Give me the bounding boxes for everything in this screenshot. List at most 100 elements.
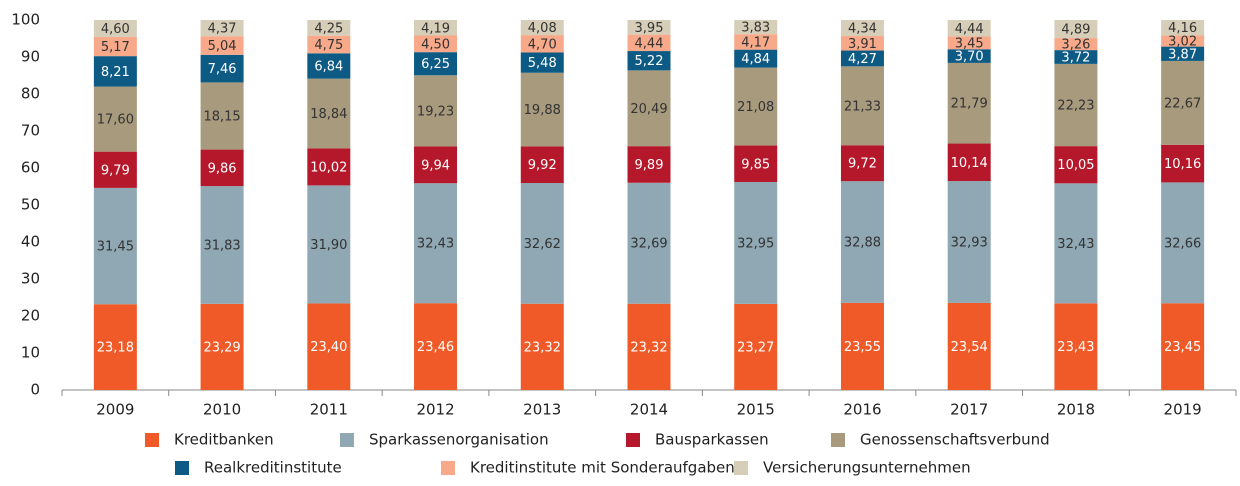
value-label: 5,17 <box>101 40 130 55</box>
value-label: 10,16 <box>1164 157 1201 172</box>
bar-segment <box>200 149 244 187</box>
bar-segment <box>1054 303 1098 390</box>
bar-segment <box>1054 146 1098 184</box>
value-label: 23,55 <box>844 340 881 355</box>
value-label: 7,46 <box>208 62 237 77</box>
value-label: 8,21 <box>101 65 130 80</box>
bar-segment <box>734 67 778 146</box>
value-label: 32,69 <box>630 237 667 252</box>
value-label: 3,95 <box>635 21 664 36</box>
value-label: 3,72 <box>1061 51 1090 66</box>
bar-segment <box>93 20 137 38</box>
bar-segment <box>93 86 137 152</box>
value-label: 4,08 <box>528 21 557 36</box>
value-label: 22,67 <box>1164 96 1201 111</box>
bar-segment <box>520 183 564 304</box>
value-label: 31,83 <box>203 238 240 253</box>
bar-segment <box>93 187 137 305</box>
value-label: 3,02 <box>1168 35 1197 50</box>
value-label: 4,50 <box>421 37 450 52</box>
value-label: 17,60 <box>97 113 134 128</box>
bar-segment <box>200 36 244 55</box>
y-tick-label: 90 <box>21 48 40 66</box>
legend-label: Bausparkassen <box>655 431 769 449</box>
bar-segment <box>200 82 244 150</box>
value-label: 5,22 <box>635 54 664 69</box>
value-label: 23,43 <box>1057 340 1094 355</box>
value-label: 32,88 <box>844 236 881 251</box>
legend-swatch <box>441 461 455 475</box>
bar-segment <box>307 53 351 79</box>
bar-segment <box>307 148 351 186</box>
value-label: 31,90 <box>310 238 347 253</box>
bar-segment <box>840 66 884 146</box>
value-label: 21,08 <box>737 100 774 115</box>
value-label: 4,34 <box>848 22 877 37</box>
bar-segment <box>200 303 244 390</box>
legend-swatch <box>175 461 189 475</box>
y-tick-label: 20 <box>21 307 40 325</box>
value-label: 23,46 <box>417 340 454 355</box>
bar-segment <box>520 72 564 147</box>
value-label: 23,40 <box>310 340 347 355</box>
value-label: 32,95 <box>737 236 774 251</box>
legend-swatch <box>831 433 845 447</box>
bar-segment <box>947 143 991 182</box>
bar-segment <box>947 20 991 37</box>
bar-segment <box>627 303 671 390</box>
value-label: 18,84 <box>310 107 347 122</box>
bar-segment <box>840 302 884 390</box>
bar-segment <box>520 52 564 73</box>
value-label: 23,18 <box>97 341 134 356</box>
bar-segment <box>734 145 778 182</box>
bar-segment <box>947 49 991 63</box>
bar-segment <box>414 20 458 36</box>
x-tick-label: 2012 <box>416 401 454 419</box>
value-label: 20,49 <box>630 102 667 117</box>
bar-segment <box>520 20 564 36</box>
x-tick-label: 2010 <box>203 401 241 419</box>
value-label: 9,89 <box>635 158 664 173</box>
bar-segment <box>734 34 778 50</box>
value-label: 21,79 <box>951 97 988 112</box>
bar-segment <box>93 151 137 188</box>
value-label: 5,48 <box>528 56 557 71</box>
value-label: 22,23 <box>1057 99 1094 114</box>
value-label: 21,33 <box>844 99 881 114</box>
value-label: 9,79 <box>101 163 130 178</box>
x-tick-label: 2014 <box>630 401 668 419</box>
bar-segment <box>307 20 351 36</box>
value-label: 32,62 <box>524 237 561 252</box>
x-tick-label: 2015 <box>737 401 775 419</box>
x-tick-label: 2017 <box>950 401 988 419</box>
value-label: 10,02 <box>310 160 347 175</box>
bar-segment <box>627 51 671 71</box>
value-label: 9,85 <box>741 157 770 172</box>
bar-segment <box>520 146 564 184</box>
legend-swatch <box>626 433 640 447</box>
bar-segment <box>1054 183 1098 304</box>
bar-segment <box>414 146 458 184</box>
legend-swatch <box>340 433 354 447</box>
legend-label: Kreditbanken <box>174 431 274 449</box>
bar-segment <box>734 20 778 35</box>
y-tick-label: 30 <box>21 270 40 288</box>
bar-segment <box>840 36 884 51</box>
value-label: 5,04 <box>208 39 237 54</box>
bar-segment <box>947 302 991 390</box>
bar-segment <box>307 185 351 304</box>
value-label: 4,19 <box>421 21 450 36</box>
y-tick-label: 70 <box>21 122 40 140</box>
value-label: 32,66 <box>1164 236 1201 251</box>
bar-segment <box>93 304 137 390</box>
value-label: 4,37 <box>208 22 237 37</box>
bar-segment <box>1161 60 1205 145</box>
value-label: 4,44 <box>635 36 664 51</box>
y-tick-label: 60 <box>21 159 40 177</box>
x-tick-label: 2009 <box>96 401 134 419</box>
value-label: 18,15 <box>203 109 240 124</box>
value-label: 4,16 <box>1168 21 1197 36</box>
bar-segment <box>627 146 671 183</box>
value-label: 23,32 <box>524 340 561 355</box>
